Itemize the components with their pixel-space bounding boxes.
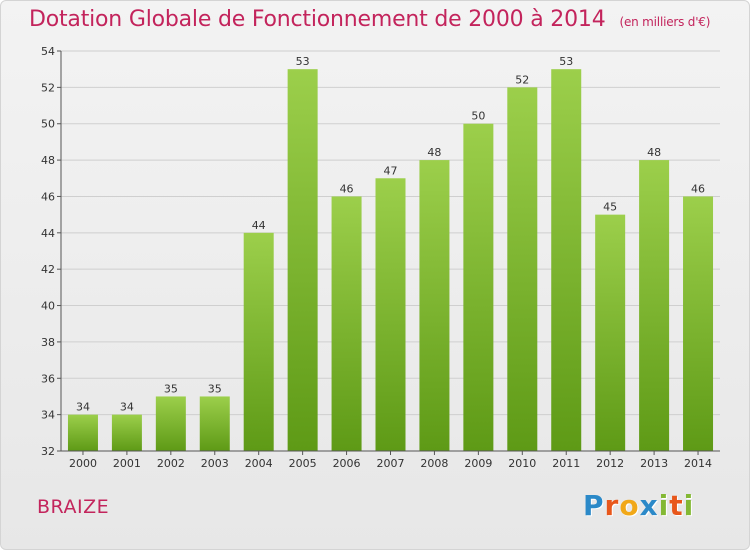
bar [155, 396, 186, 451]
bar [375, 178, 406, 452]
y-tick-label: 36 [41, 372, 55, 385]
chart-title-text: Dotation Globale de Fonctionnement de 20… [29, 7, 606, 32]
y-tick-label: 50 [41, 118, 55, 131]
logo-letter: o [619, 489, 640, 522]
data-label: 53 [559, 55, 573, 68]
y-tick-label: 42 [41, 263, 55, 276]
y-tick-label: 38 [41, 336, 55, 349]
chart-title: Dotation Globale de Fonctionnement de 20… [29, 7, 710, 32]
chart-unit: (en milliers d'€) [619, 15, 711, 29]
y-tick-label: 44 [41, 227, 55, 240]
x-tick-label: 2013 [640, 457, 668, 470]
y-tick-label: 34 [41, 409, 55, 422]
logo-letter: i [658, 489, 670, 522]
data-label: 46 [691, 182, 705, 195]
x-tick-label: 2007 [377, 457, 405, 470]
y-tick-label: 48 [41, 154, 55, 167]
x-tick-label: 2001 [113, 457, 141, 470]
bar [463, 123, 494, 452]
y-tick-label: 54 [41, 45, 55, 58]
bar [199, 396, 230, 451]
data-label: 46 [340, 182, 354, 195]
bars [67, 69, 714, 452]
x-tick-label: 2005 [289, 457, 317, 470]
data-label: 47 [384, 164, 398, 177]
logo-letter: r [604, 489, 620, 522]
bar [507, 87, 538, 451]
data-label: 45 [603, 201, 617, 214]
bar [419, 160, 450, 451]
bar [67, 414, 98, 451]
bar [683, 196, 714, 451]
logo-letter: P [583, 489, 605, 522]
data-label: 48 [427, 146, 441, 159]
x-tick-label: 2010 [508, 457, 536, 470]
logo-letter: i [683, 489, 695, 522]
logo-letter: x [639, 489, 659, 522]
data-labels: 34 34 35 35 44 53 46 47 48 50 52 53 45 48 46 [76, 55, 705, 413]
bar [287, 69, 318, 451]
data-label: 35 [164, 382, 178, 395]
data-label: 50 [471, 110, 485, 123]
data-label: 35 [208, 382, 222, 395]
proxiti-logo: Proxiti [583, 489, 694, 522]
bar [243, 232, 274, 451]
x-tick-label: 2011 [552, 457, 580, 470]
bar [639, 160, 670, 451]
x-tick-label: 2000 [69, 457, 97, 470]
bar [331, 196, 362, 451]
bar [595, 214, 626, 451]
x-tick-label: 2009 [464, 457, 492, 470]
data-label: 34 [76, 401, 90, 414]
x-tick-label: 2008 [420, 457, 448, 470]
axes: 32 34 36 38 40 42 44 46 48 50 52 54 2000 2001 2002 2003… [41, 45, 720, 470]
data-label: 44 [252, 219, 266, 232]
data-label: 48 [647, 146, 661, 159]
x-tick-label: 2002 [157, 457, 185, 470]
data-label: 52 [515, 73, 529, 86]
x-tick-label: 2012 [596, 457, 624, 470]
x-tick-label: 2003 [201, 457, 229, 470]
x-tick-label: 2004 [245, 457, 273, 470]
y-tick-label: 40 [41, 300, 55, 313]
x-tick-label: 2014 [684, 457, 712, 470]
bar [551, 69, 582, 451]
commune-name: BRAIZE [37, 496, 110, 518]
y-tick-label: 46 [41, 190, 55, 203]
bar [111, 414, 142, 451]
y-tick-label: 32 [41, 445, 55, 458]
data-label: 34 [120, 401, 134, 414]
logo-letter: t [669, 489, 684, 522]
y-tick-label: 52 [41, 81, 55, 94]
x-tick-label: 2006 [333, 457, 361, 470]
data-label: 53 [296, 55, 310, 68]
